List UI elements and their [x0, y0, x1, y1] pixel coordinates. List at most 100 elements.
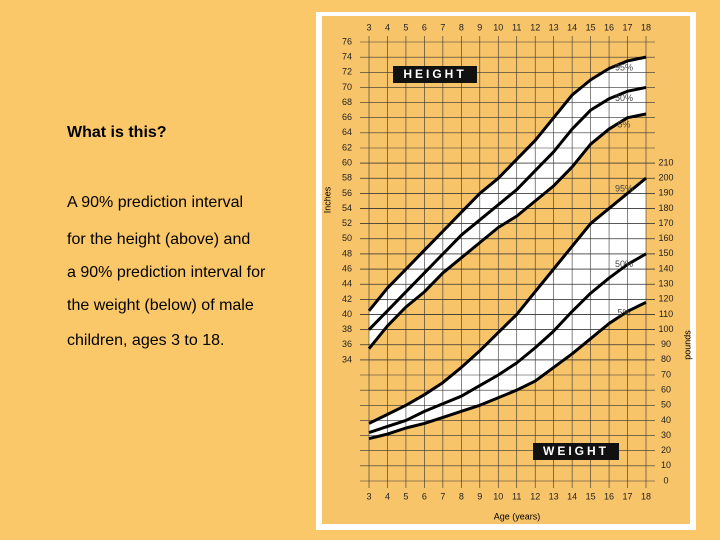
x-tick-label: 5 [403, 491, 408, 501]
x-tick-label: 13 [549, 22, 559, 32]
y2-tick-label: 190 [658, 188, 673, 198]
height-label: HEIGHT [403, 67, 466, 81]
series-label: 5% [617, 308, 630, 318]
y2-tick-label: 110 [659, 309, 673, 319]
slide-line: children, ages 3 to 18. [67, 332, 224, 349]
y2-tick-label: 200 [658, 173, 673, 183]
series-line [368, 176, 647, 425]
slide-line: for the height (above) and [67, 231, 250, 248]
y-tick-label: 38 [342, 324, 352, 334]
x-tick-label: 15 [586, 22, 596, 32]
x-tick-label: 16 [604, 22, 614, 32]
x-tick-label: 11 [512, 491, 521, 501]
series-line [368, 300, 647, 441]
x-tick-label: 7 [440, 22, 445, 32]
x-tick-label: 17 [623, 22, 633, 32]
x-tick-label: 16 [604, 491, 614, 501]
x-tick-label: 13 [549, 491, 559, 501]
y-tick-label: 36 [342, 339, 352, 349]
x-tick-label: 18 [641, 22, 651, 32]
y2-tick-label: 30 [661, 430, 671, 440]
x-tick-label: 10 [493, 22, 503, 32]
x-tick-label: 3 [366, 491, 371, 501]
x-tick-label: 18 [641, 491, 651, 501]
x-tick-label: 14 [567, 22, 577, 32]
y2-tick-label: 210 [658, 157, 673, 167]
y2-tick-label: 80 [661, 354, 671, 364]
series-line [367, 112, 647, 350]
x-tick-label: 3 [366, 22, 371, 32]
slide-line: A 90% prediction interval [67, 194, 243, 211]
series-label: 5% [617, 119, 630, 129]
y2-tick-label: 140 [658, 263, 673, 273]
y2-tick-label: 150 [658, 248, 673, 258]
y-tick-label: 66 [342, 112, 352, 122]
x-tick-label: 15 [586, 491, 596, 501]
y2-tick-label: 0 [663, 475, 668, 485]
y2-tick-label: 60 [661, 385, 671, 395]
y-tick-label: 44 [342, 279, 352, 289]
series-line [367, 55, 647, 312]
y-tick-label: 76 [342, 36, 352, 46]
y2-tick-label: 70 [661, 369, 671, 379]
y2-tick-label: 40 [661, 415, 671, 425]
x-tick-label: 7 [440, 491, 445, 501]
y-tick-label: 58 [342, 173, 352, 183]
slide-lines: A 90% prediction interval for the height … [67, 194, 266, 349]
series-label: 50% [615, 259, 633, 269]
y-tick-label: 60 [342, 158, 352, 168]
x-tick-label: 6 [422, 22, 427, 32]
chart: 3344556677889910101111121213131414151516… [342, 22, 674, 501]
y2-axis-label: pounds [682, 330, 692, 360]
y2-tick-label: 50 [661, 400, 671, 410]
height-box [393, 66, 477, 83]
weight-label: WEIGHT [543, 444, 609, 458]
y-tick-label: 62 [342, 142, 352, 152]
x-tick-label: 6 [422, 491, 427, 501]
y2-tick-label: 100 [658, 324, 673, 334]
y2-tick-label: 130 [658, 279, 673, 289]
x-tick-label: 12 [530, 22, 540, 32]
y2-tick-label: 20 [661, 445, 671, 455]
series-label: 95% [615, 184, 633, 194]
y-tick-label: 72 [342, 67, 352, 77]
y-tick-label: 70 [342, 82, 352, 92]
series-label: 50% [615, 93, 633, 103]
x-tick-label: 9 [477, 491, 482, 501]
x-tick-label: 12 [530, 491, 540, 501]
y-tick-label: 46 [342, 264, 352, 274]
y-tick-label: 42 [342, 294, 352, 304]
weight-box [533, 443, 619, 460]
y-axis-label: Inches [322, 186, 332, 213]
y-tick-label: 40 [342, 309, 352, 319]
slide-heading: What is this? [67, 124, 167, 141]
x-tick-label: 4 [385, 491, 390, 501]
y-tick-label: 64 [342, 127, 352, 137]
x-tick-label: 8 [459, 22, 464, 32]
slide-line: the weight (below) of male [67, 297, 254, 314]
y-tick-label: 52 [342, 218, 352, 228]
x-tick-label: 10 [493, 491, 503, 501]
x-tick-label: 11 [512, 22, 521, 32]
interval-band [369, 178, 646, 439]
y2-tick-label: 90 [661, 339, 671, 349]
slide-line: a 90% prediction interval for [67, 264, 266, 281]
y-tick-label: 48 [342, 248, 352, 258]
x-tick-label: 9 [477, 22, 482, 32]
x-tick-label: 4 [385, 22, 390, 32]
x-tick-label: 17 [623, 491, 633, 501]
y2-tick-label: 170 [658, 218, 673, 228]
y-tick-label: 56 [342, 188, 352, 198]
series-line [367, 85, 647, 331]
x-tick-label: 8 [459, 491, 464, 501]
y-tick-label: 50 [342, 233, 352, 243]
y-tick-label: 74 [342, 52, 352, 62]
x-tick-label: 14 [567, 491, 577, 501]
x-axis-label: Age (years) [494, 511, 541, 521]
y-tick-label: 34 [342, 354, 352, 364]
y2-tick-label: 180 [658, 203, 673, 213]
x-tick-label: 5 [403, 22, 408, 32]
y-tick-label: 68 [342, 97, 352, 107]
